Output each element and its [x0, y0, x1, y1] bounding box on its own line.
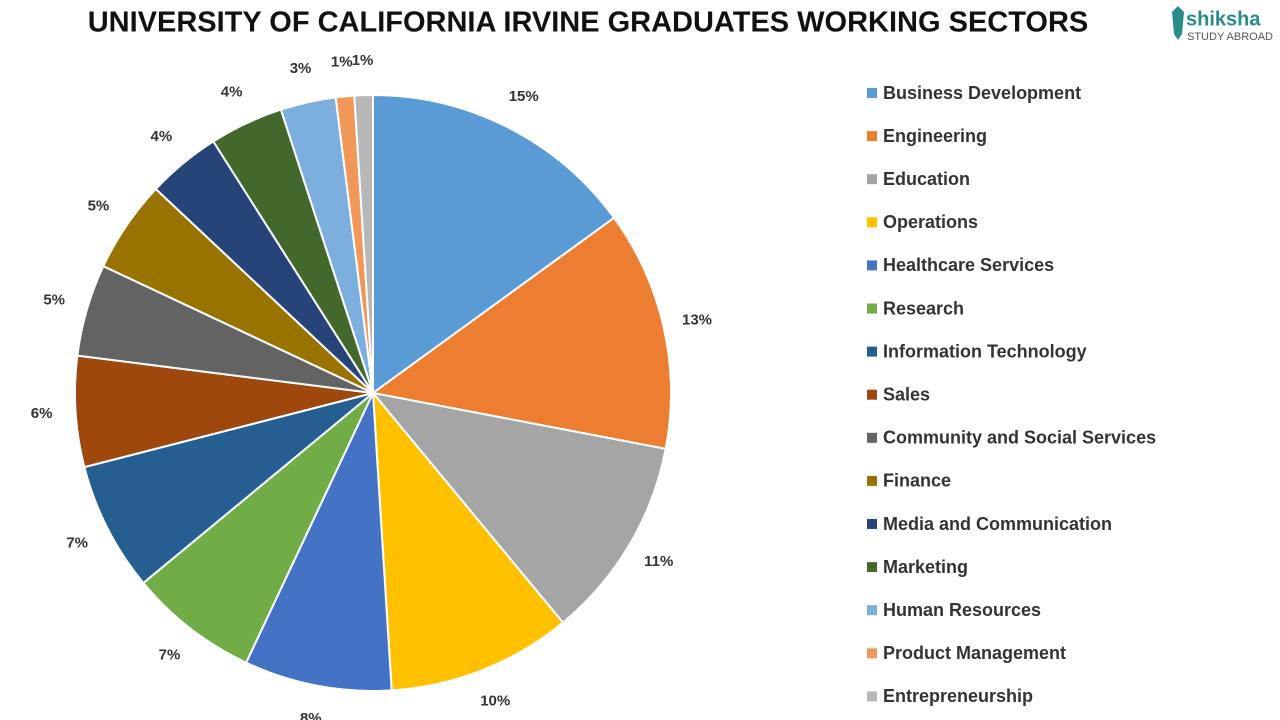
value-label: 11% — [644, 553, 673, 570]
legend-swatch — [867, 88, 877, 98]
legend-swatch — [867, 475, 877, 486]
pie-slice — [244, 392, 393, 692]
pie-slice — [371, 389, 565, 692]
legend-label: Information Technology — [883, 341, 1087, 361]
legend-label: Research — [883, 298, 964, 318]
value-label: 13% — [682, 312, 712, 329]
legend-label: Product Management — [883, 643, 1066, 663]
legend-label: Finance — [883, 471, 951, 491]
legend-swatch — [867, 519, 877, 529]
legend-label: Business Development — [883, 83, 1081, 103]
pie-slice — [83, 392, 374, 585]
pie-slice — [370, 216, 672, 451]
value-label: 4% — [151, 128, 173, 145]
legend-swatch — [867, 303, 877, 314]
legend-label: Entrepreneurship — [883, 686, 1033, 706]
legend-label: Media and Communication — [883, 514, 1112, 534]
legend-swatch — [867, 174, 877, 185]
legend-label: Education — [883, 169, 970, 189]
value-label: 15% — [509, 88, 539, 105]
legend-swatch — [867, 605, 877, 616]
legend-swatch — [867, 648, 877, 659]
pie-slice — [370, 391, 667, 625]
legend-swatch — [867, 346, 877, 357]
legend-label: Operations — [883, 212, 978, 232]
logo: shiksha STUDY ABROAD — [1172, 6, 1273, 43]
legend-swatch — [867, 389, 877, 400]
value-label: 8% — [300, 710, 322, 720]
value-label: 6% — [31, 405, 53, 422]
legend-label: Engineering — [883, 126, 987, 146]
value-label: 3% — [290, 60, 312, 77]
legend-swatch — [867, 432, 877, 443]
legend-label: Sales — [883, 384, 930, 404]
value-label: 7% — [66, 535, 88, 552]
legend-label: Marketing — [883, 557, 968, 577]
legend-label: Human Resources — [883, 600, 1041, 620]
pie-slice — [353, 93, 374, 394]
value-label: 4% — [221, 84, 243, 101]
legend-label: Healthcare Services — [883, 255, 1054, 275]
value-label: 1% — [352, 52, 374, 69]
legend-swatch — [867, 691, 877, 702]
legend-swatch — [867, 217, 877, 228]
logo-icon — [1172, 6, 1184, 40]
legend-label: Community and Social Services — [883, 428, 1156, 448]
value-label: 5% — [43, 291, 65, 308]
chart-title: UNIVERSITY OF CALIFORNIA IRVINE GRADUATE… — [88, 7, 1089, 39]
legend-swatch — [867, 131, 877, 142]
value-label: 7% — [159, 646, 181, 663]
value-label: 1% — [331, 53, 353, 70]
logo-tagline: STUDY ABROAD — [1187, 31, 1273, 43]
legend-swatch — [867, 260, 877, 271]
legend-swatch — [867, 562, 877, 573]
logo-name: shiksha — [1186, 8, 1261, 30]
pie-slice — [372, 93, 616, 395]
pie-slice — [141, 392, 374, 664]
value-label: 5% — [88, 197, 110, 214]
value-label: 10% — [480, 693, 510, 710]
